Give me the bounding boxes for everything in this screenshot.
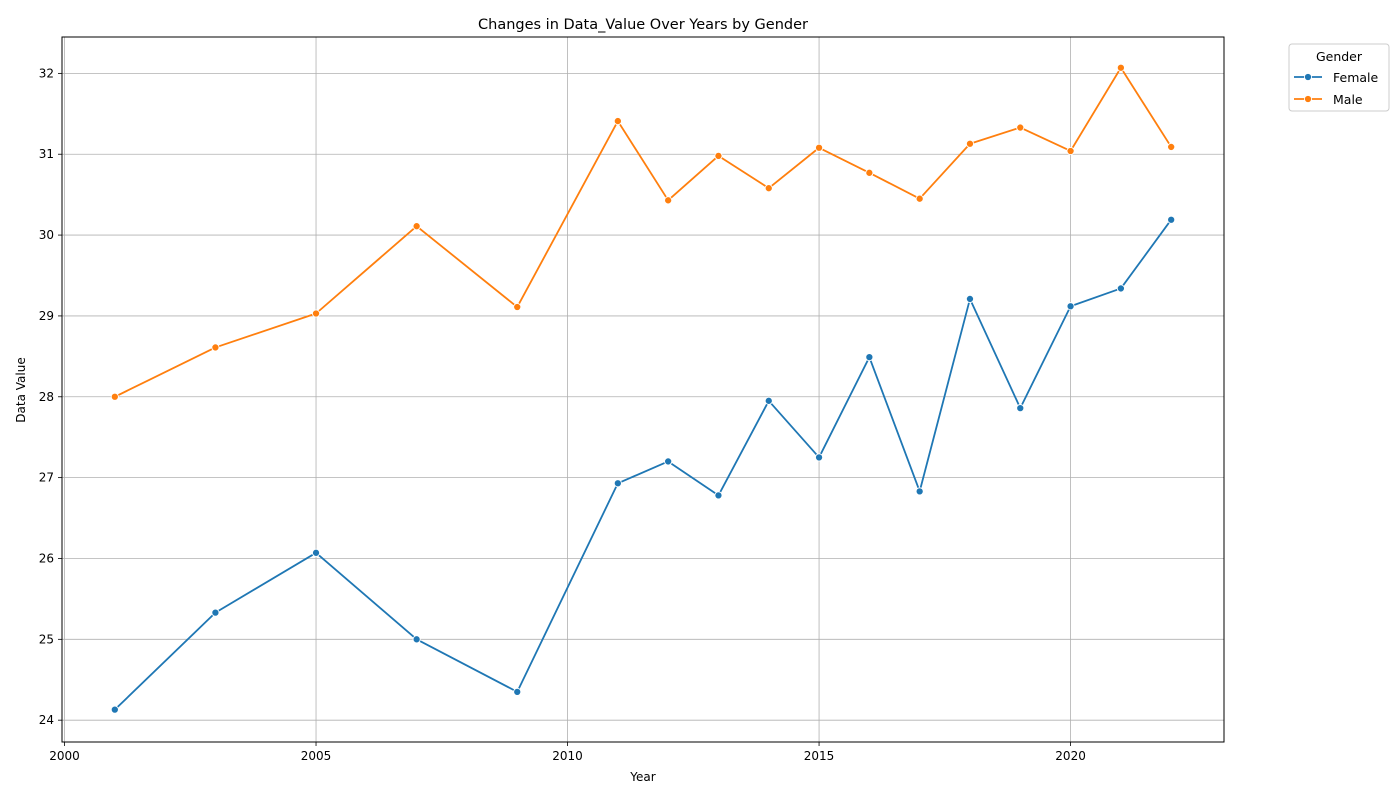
data-point-male <box>714 151 723 160</box>
data-point-female <box>412 635 421 644</box>
data-point-female <box>664 457 673 466</box>
data-point-female <box>714 491 723 500</box>
data-point-female <box>1116 284 1125 293</box>
y-tick-label: 27 <box>39 471 54 485</box>
data-point-female <box>613 479 622 488</box>
y-tick-label: 26 <box>39 551 54 565</box>
data-point-male <box>1066 146 1075 156</box>
data-point-male <box>965 139 975 148</box>
series-female <box>110 215 1176 714</box>
legend-label-female: Female <box>1333 70 1379 85</box>
legend-marker-female <box>1303 72 1313 82</box>
legend-items: Female Male <box>1294 70 1379 107</box>
data-point-female <box>1167 215 1176 224</box>
legend-marker-male <box>1303 94 1313 104</box>
data-point-female <box>965 294 975 303</box>
y-tick-label: 31 <box>39 147 54 161</box>
data-point-female <box>1066 302 1075 311</box>
x-tick-label: 2010 <box>552 749 583 763</box>
plot-frame <box>61 36 1225 743</box>
data-point-male <box>211 343 220 352</box>
x-tick-label: 2000 <box>49 749 80 763</box>
x-tick-label: 2020 <box>1055 749 1086 763</box>
data-point-female <box>513 687 522 696</box>
data-point-male <box>664 196 673 205</box>
y-tick-label: 24 <box>39 713 54 727</box>
data-point-male <box>1167 142 1176 152</box>
series-male <box>110 63 1176 401</box>
data-point-female <box>815 453 824 462</box>
series-layer <box>110 63 1176 714</box>
y-tick-label: 32 <box>39 66 54 80</box>
grid <box>62 37 1224 742</box>
data-point-male <box>513 302 522 312</box>
legend-box <box>1288 43 1390 112</box>
series-line-male <box>114 66 1172 398</box>
legend-title: Gender <box>1316 49 1363 64</box>
y-tick-label: 28 <box>39 390 54 404</box>
x-tick-label: 2005 <box>301 749 332 763</box>
data-point-male <box>915 194 924 203</box>
data-point-female <box>311 548 321 557</box>
series-line-female <box>114 219 1172 711</box>
data-point-female <box>865 353 874 362</box>
data-point-female <box>1016 404 1025 413</box>
data-point-male <box>412 222 421 231</box>
x-axis-title: Year <box>629 770 655 784</box>
data-point-male <box>764 184 773 193</box>
data-point-male <box>1116 63 1125 72</box>
data-point-male <box>311 309 321 318</box>
axis-ticks: 2000 2005 2010 2015 2020 24 25 26 27 28 29 30 31 32 <box>39 66 1086 763</box>
x-tick-label: 2015 <box>804 749 835 763</box>
legend-label-male: Male <box>1333 92 1363 107</box>
data-point-female <box>764 396 773 405</box>
y-tick-label: 30 <box>39 228 54 242</box>
data-point-female <box>211 608 220 617</box>
data-point-female <box>915 487 924 496</box>
data-point-male <box>815 143 824 152</box>
legend: Gender Female Male <box>1288 43 1390 112</box>
data-point-male <box>110 392 119 401</box>
data-point-male <box>865 168 874 177</box>
data-point-male <box>1016 123 1025 132</box>
data-point-female <box>110 705 119 714</box>
y-tick-label: 25 <box>39 632 54 646</box>
data-point-male <box>613 117 622 126</box>
y-tick-label: 29 <box>39 309 54 323</box>
y-axis-title: Data Value <box>14 357 28 422</box>
chart-title: Changes in Data_Value Over Years by Gend… <box>478 17 808 33</box>
